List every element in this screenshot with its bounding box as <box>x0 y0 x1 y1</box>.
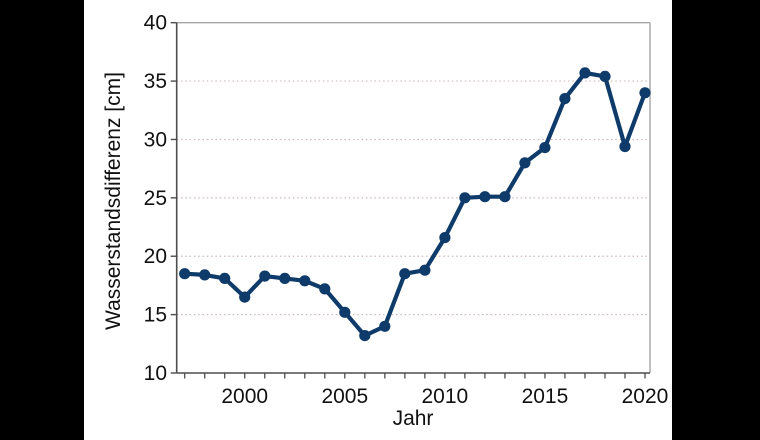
data-point <box>579 67 591 79</box>
x-tick-label: 2015 <box>522 385 569 408</box>
data-point <box>499 191 511 203</box>
data-point <box>339 306 351 318</box>
y-tick-label: 40 <box>144 12 167 35</box>
data-point <box>279 272 291 284</box>
data-point <box>639 87 651 99</box>
data-point <box>519 157 531 169</box>
x-tick-label: 2000 <box>221 385 268 408</box>
y-axis-title: Wasserstandsdifferenz [cm] <box>102 72 125 330</box>
data-point <box>619 140 631 153</box>
data-point <box>399 268 411 280</box>
data-point <box>539 142 551 154</box>
y-tick-label: 20 <box>144 245 167 268</box>
data-point <box>459 192 471 204</box>
y-tick-label: 25 <box>144 187 167 210</box>
left-black-bar <box>0 0 84 440</box>
data-point <box>219 272 231 284</box>
y-tick-label: 35 <box>144 70 167 93</box>
data-point <box>559 93 571 105</box>
data-point <box>259 270 271 282</box>
data-series-line <box>182 70 648 338</box>
data-point <box>199 269 211 281</box>
data-point <box>179 268 191 280</box>
data-point <box>419 264 431 276</box>
data-point <box>599 70 611 82</box>
data-point <box>319 283 331 295</box>
x-tick-label: 2010 <box>422 385 469 408</box>
x-tick-label: 2020 <box>622 385 669 408</box>
data-point <box>359 330 371 342</box>
y-tick-label: 15 <box>144 304 167 327</box>
data-point <box>299 275 311 287</box>
right-black-bar <box>672 0 760 440</box>
data-point <box>479 191 491 203</box>
data-point <box>239 291 251 303</box>
y-tick-label: 30 <box>144 128 167 151</box>
x-axis-title: Jahr <box>392 407 434 430</box>
x-tick-label: 2005 <box>321 385 368 408</box>
data-point <box>379 320 391 332</box>
y-tick-label: 10 <box>144 362 167 385</box>
data-point <box>439 232 451 244</box>
